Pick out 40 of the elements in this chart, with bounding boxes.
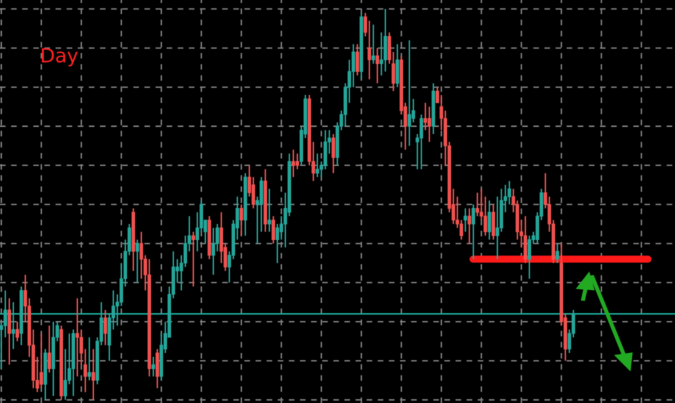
candlestick: [268, 188, 272, 232]
candlestick: [292, 149, 296, 178]
candlestick: [488, 200, 492, 240]
candlestick: [88, 336, 92, 382]
candlestick: [372, 24, 376, 64]
candlestick: [492, 204, 496, 240]
candlestick: [136, 238, 140, 284]
candlestick: [368, 20, 372, 80]
candlestick: [396, 43, 400, 88]
candlestick: [316, 152, 320, 178]
candlestick: [376, 47, 380, 84]
candlestick: [152, 356, 156, 378]
candlestick: [524, 215, 528, 264]
candlestick: [528, 235, 532, 280]
candlestick: [48, 324, 52, 374]
candlestick: [16, 321, 20, 342]
candlestick: [332, 133, 336, 174]
candlestick: [156, 348, 160, 389]
candlestick: [476, 192, 480, 217]
candlestick: [240, 204, 244, 236]
candlestick: [472, 204, 476, 260]
candlestick: [420, 114, 424, 170]
candlestick: [92, 348, 96, 401]
candlestick: [428, 106, 432, 143]
candlestick: [76, 298, 80, 378]
candlestick: [356, 43, 360, 76]
text: Day: [42, 48, 78, 66]
candlestick: [464, 208, 468, 232]
candlestick: [408, 40, 412, 146]
candlestick: [384, 8, 388, 72]
candlestick: [272, 215, 276, 244]
candlestick: [468, 208, 472, 244]
candlestick: [192, 231, 196, 288]
candlestick: [424, 102, 428, 131]
candlestick: [8, 298, 12, 366]
candlestick: [212, 227, 216, 276]
candlestick: [556, 242, 560, 264]
candlestick: [296, 152, 300, 170]
candlestick: [40, 332, 44, 389]
candlestick: [104, 309, 108, 346]
